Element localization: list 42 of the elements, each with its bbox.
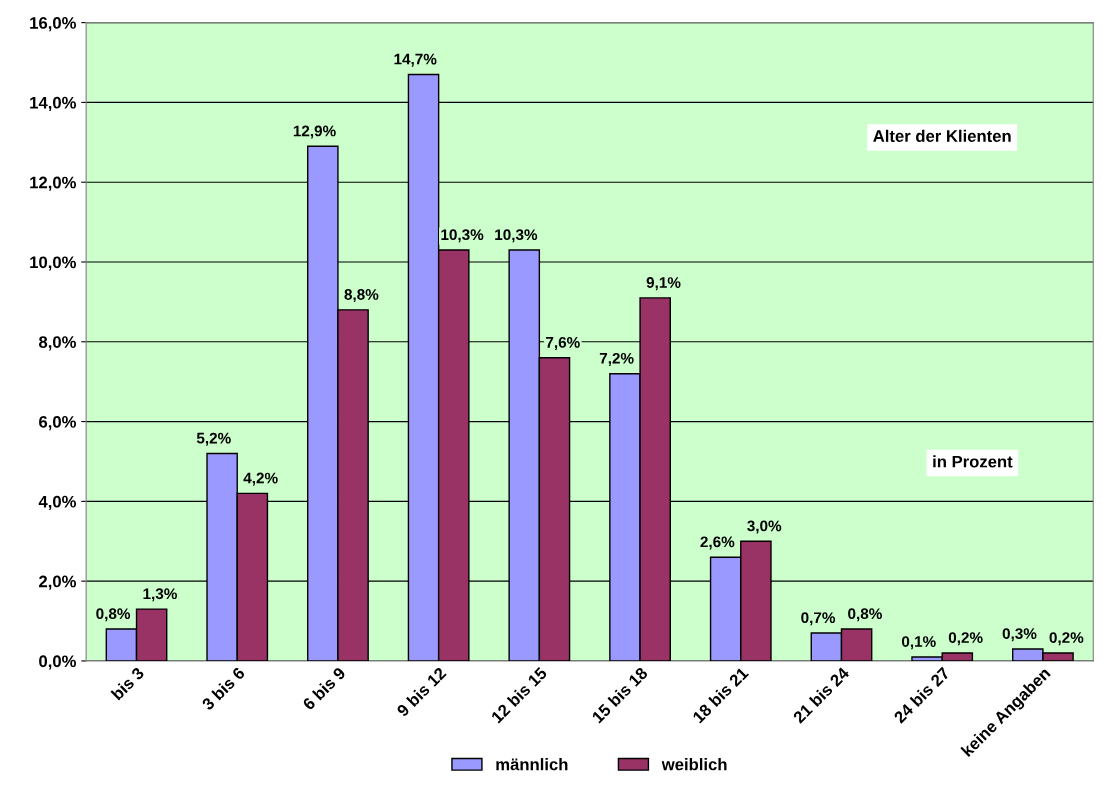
- data-label: 2,6%: [700, 536, 735, 550]
- legend-label: männlich: [496, 758, 568, 771]
- legend-label: weiblich: [661, 758, 727, 771]
- data-label: 10,3%: [441, 229, 484, 243]
- x-tick-label: 3 bis 6: [200, 666, 246, 711]
- x-tick-label: 24 bis 27: [892, 666, 951, 724]
- x-tick-label: 15 bis 18: [591, 666, 649, 724]
- data-label: 8,8%: [344, 289, 379, 303]
- data-label: 10,3%: [495, 229, 538, 243]
- y-tick-label: 2,0%: [39, 575, 76, 590]
- data-label: 7,6%: [546, 336, 580, 350]
- data-label: 14,7%: [394, 53, 437, 67]
- x-tick-label: bis 3: [110, 666, 145, 701]
- data-label: 0,1%: [901, 636, 936, 650]
- data-label: 9,1%: [646, 277, 681, 291]
- data-label: 0,8%: [96, 608, 131, 622]
- x-tick-label: 9 bis 12: [395, 666, 447, 718]
- y-tick-label: 0,0%: [39, 655, 76, 670]
- data-label: 12,9%: [293, 125, 336, 139]
- data-label: 1,3%: [143, 588, 177, 602]
- y-tick-label: 12,0%: [30, 176, 76, 191]
- data-label: 0,7%: [801, 612, 836, 626]
- x-tick-label: 21 bis 24: [792, 665, 851, 724]
- data-label: 0,8%: [848, 608, 882, 622]
- y-tick-label: 4,0%: [38, 495, 76, 510]
- data-label: 0,3%: [1002, 628, 1037, 642]
- y-tick-label: 6,0%: [39, 415, 76, 431]
- data-label: 3,0%: [747, 520, 782, 534]
- y-tick-label: 8,0%: [38, 336, 76, 351]
- y-tick-label: 10,0%: [30, 256, 76, 271]
- x-tick-label: 12 bis 15: [490, 666, 548, 724]
- annotation: Alter der Klienten: [873, 129, 1011, 142]
- x-tick-label: 18 bis 21: [691, 666, 750, 724]
- y-tick-label: 14,0%: [30, 96, 76, 112]
- data-label: 5,2%: [196, 432, 231, 446]
- annotation: in Prozent: [933, 455, 1013, 468]
- data-label: 7,2%: [599, 352, 634, 366]
- y-tick-label: 16,0%: [30, 17, 76, 32]
- data-label: 0,2%: [948, 632, 983, 646]
- x-tick-label: 6 bis 9: [301, 666, 347, 711]
- data-label: 0,2%: [1049, 632, 1084, 646]
- data-label: 4,2%: [243, 472, 278, 486]
